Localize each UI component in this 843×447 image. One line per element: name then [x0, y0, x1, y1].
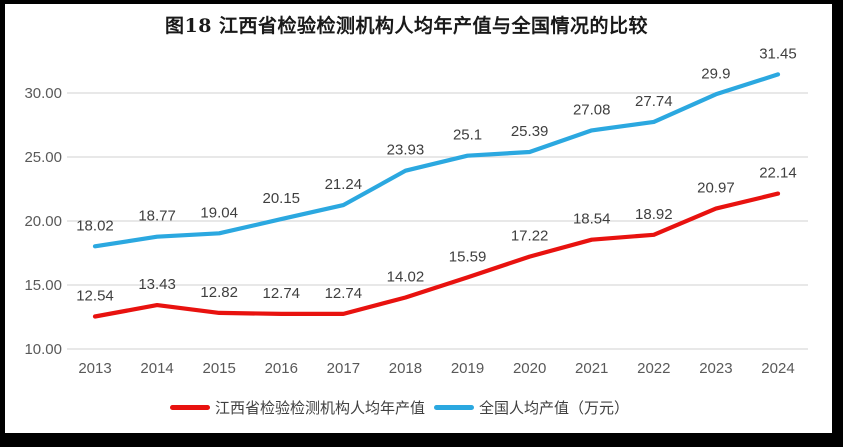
y-axis-tick-label: 20.00: [24, 213, 62, 230]
data-label: 23.93: [387, 142, 425, 159]
y-axis-tick-label: 10.00: [24, 341, 62, 358]
data-label: 14.02: [387, 269, 425, 286]
chart-title: 图18 江西省检验检测机构人均年产值与全国情况的比较: [164, 15, 649, 37]
data-label: 22.14: [759, 165, 797, 182]
x-axis-tick-label: 2020: [513, 360, 546, 377]
y-axis-tick-label: 25.00: [24, 149, 62, 166]
data-label: 12.74: [325, 285, 363, 302]
x-axis-tick-label: 2015: [202, 360, 235, 377]
data-label: 29.9: [701, 65, 730, 82]
x-axis-tick-label: 2017: [327, 360, 360, 377]
data-label: 21.24: [325, 176, 363, 193]
data-label: 13.43: [138, 276, 176, 293]
x-axis-tick-label: 2016: [265, 360, 298, 377]
x-axis-tick-label: 2023: [699, 360, 732, 377]
data-label: 19.04: [200, 204, 238, 221]
data-label: 25.39: [511, 123, 549, 140]
series-line-jiangxi: [92, 191, 781, 319]
series-line-national: [92, 72, 781, 249]
x-axis-tick-label: 2021: [575, 360, 608, 377]
data-label: 20.15: [262, 190, 300, 207]
data-label: 17.22: [511, 228, 549, 245]
legend-swatch-jiangxi-line-icon: [169, 405, 210, 410]
x-axis-tick-label: 2014: [140, 360, 173, 377]
x-axis-tick-label: 2019: [451, 360, 484, 377]
data-label: 18.54: [573, 211, 611, 228]
data-label: 12.82: [200, 284, 238, 301]
data-label: 15.59: [449, 248, 487, 265]
x-axis-tick-label: 2018: [389, 360, 422, 377]
legend-label-national: 全国人均产值（万元）: [479, 400, 630, 417]
legend-item-national: 全国人均产值（万元）: [434, 397, 629, 418]
x-axis-tick-label: 2013: [78, 360, 111, 377]
data-label: 25.1: [453, 127, 482, 144]
x-axis-tick-label: 2024: [761, 360, 794, 377]
y-axis-tick-label: 30.00: [24, 85, 62, 102]
data-label: 18.77: [138, 208, 176, 225]
data-label: 31.45: [759, 45, 797, 62]
x-axis-tick-label: 2022: [637, 360, 670, 377]
data-label: 20.97: [697, 180, 735, 197]
legend: 江西省检验检测机构人均年产值 全国人均产值（万元）: [0, 397, 799, 418]
data-label: 18.92: [635, 206, 673, 223]
legend-label-jiangxi: 江西省检验检测机构人均年产值: [214, 400, 425, 417]
legend-swatch-national-line-icon: [434, 405, 474, 410]
data-label: 27.74: [635, 93, 673, 110]
data-label: 18.02: [76, 217, 114, 234]
data-label: 12.74: [262, 285, 300, 302]
data-label: 12.54: [76, 287, 114, 304]
y-axis-tick-label: 15.00: [24, 277, 62, 294]
legend-item-jiangxi: 江西省检验检测机构人均年产值: [169, 397, 425, 418]
data-label: 27.08: [573, 101, 611, 118]
